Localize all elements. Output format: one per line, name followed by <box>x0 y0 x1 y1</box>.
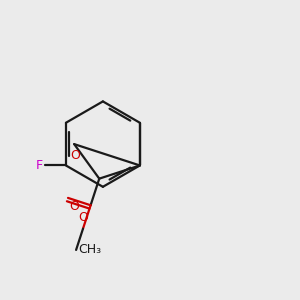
Text: CH₃: CH₃ <box>78 243 101 256</box>
Text: O: O <box>70 149 80 162</box>
Text: O: O <box>78 211 88 224</box>
Text: O: O <box>69 200 79 213</box>
Text: F: F <box>36 159 43 172</box>
